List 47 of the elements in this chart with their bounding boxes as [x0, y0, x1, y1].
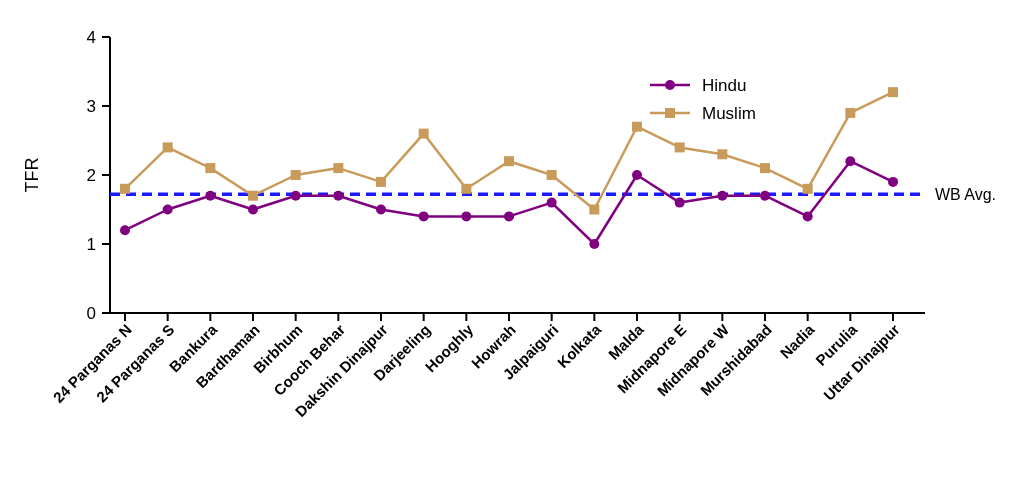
point — [248, 204, 258, 215]
point — [589, 239, 600, 249]
point — [504, 211, 514, 222]
point — [888, 87, 898, 98]
point — [888, 176, 898, 187]
y-tick-label: 3 — [86, 96, 96, 116]
y-tick-label: 1 — [86, 234, 96, 254]
y-axis-title: TFR — [22, 157, 42, 193]
point — [632, 121, 642, 132]
point — [205, 190, 216, 201]
point — [120, 225, 130, 236]
point — [333, 163, 344, 174]
point — [504, 156, 514, 167]
point — [674, 197, 685, 208]
point — [162, 142, 173, 153]
point — [546, 170, 557, 180]
point — [845, 156, 856, 167]
y-tick-label: 2 — [86, 165, 96, 185]
ref-line-label: WB Avg. — [935, 185, 997, 203]
point — [802, 183, 813, 194]
point — [717, 149, 728, 160]
point — [802, 211, 813, 222]
point — [418, 128, 429, 139]
point — [162, 204, 173, 215]
point — [461, 183, 472, 194]
y-tick-label: 4 — [86, 27, 96, 47]
point — [845, 107, 856, 118]
point — [760, 190, 770, 201]
point — [632, 170, 642, 180]
point — [760, 163, 770, 174]
point — [376, 204, 386, 215]
point — [376, 176, 386, 187]
point — [290, 170, 301, 180]
point — [589, 204, 600, 215]
point — [248, 190, 258, 201]
point — [205, 163, 216, 174]
point — [674, 142, 685, 153]
legend-label: Muslim — [702, 103, 756, 123]
point — [546, 197, 557, 208]
point — [418, 211, 429, 222]
point — [120, 183, 130, 194]
point — [717, 190, 728, 201]
point — [333, 190, 344, 201]
legend-label: Hindu — [702, 75, 747, 95]
y-tick-label: 0 — [86, 303, 96, 323]
point — [290, 190, 301, 201]
point — [461, 211, 472, 222]
